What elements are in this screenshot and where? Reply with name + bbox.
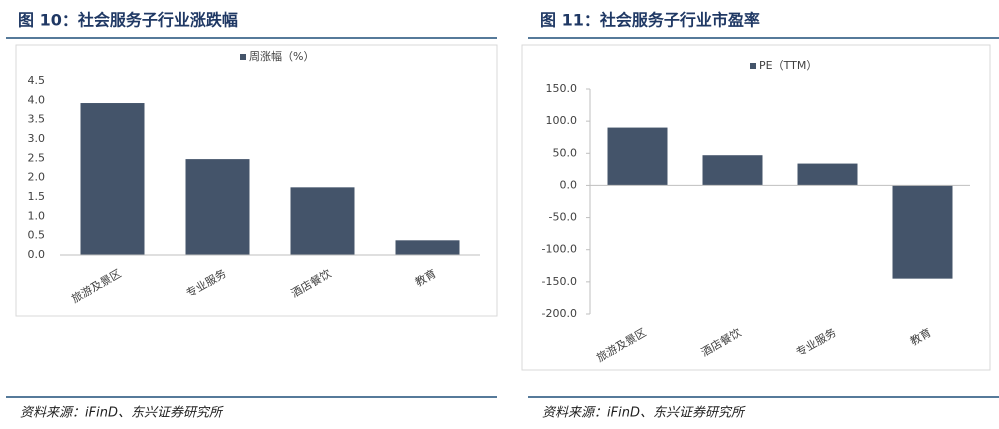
y-tick-label: -50.0 [549,211,577,224]
y-tick-label: 0.0 [28,248,46,261]
y-tick-label: 2.0 [28,171,46,184]
y-tick-label: 3.0 [28,132,46,145]
y-tick-label: -100.0 [542,243,577,256]
legend-swatch [750,63,756,69]
y-tick-label: -200.0 [542,307,577,320]
bar [892,185,953,279]
legend-label: PE（TTM） [759,59,817,72]
x-tick-label: 旅游及景区 [69,266,124,306]
bar [797,163,858,186]
y-tick-label: 3.5 [28,113,46,126]
bar [607,127,668,186]
bar [290,187,355,255]
x-tick-label: 专业服务 [183,266,228,300]
y-tick-label: 4.0 [28,93,46,106]
x-tick-label: 教育 [412,266,438,289]
bar [395,240,460,255]
x-tick-label: 酒店餐饮 [698,325,743,359]
y-tick-label: 0.5 [28,229,46,242]
x-tick-label: 教育 [907,325,933,348]
chart-frame [15,44,498,317]
chart-title: 图 11：社会服务子行业市盈率 [540,11,760,30]
y-tick-label: 100.0 [546,114,578,127]
y-tick-label: 1.0 [28,209,46,222]
x-tick-label: 旅游及景区 [594,325,649,365]
bar [185,159,250,255]
y-tick-label: 4.5 [28,74,46,87]
y-tick-label: 0.0 [560,178,578,191]
chart-title: 图 10：社会服务子行业涨跌幅 [18,11,238,30]
y-tick-label: -150.0 [542,275,577,288]
source-note: 资料来源：iFinD、东兴证券研究所 [542,405,746,421]
y-tick-label: 1.5 [28,190,46,203]
legend-label: 周涨幅（%） [249,50,314,63]
source-note: 资料来源：iFinD、东兴证券研究所 [20,405,224,421]
chart-frame [521,44,991,371]
x-tick-label: 酒店餐饮 [288,266,333,300]
y-tick-label: 150.0 [546,82,578,95]
legend-swatch [240,54,246,60]
y-tick-label: 50.0 [553,146,578,159]
bar [702,155,763,186]
x-tick-label: 专业服务 [793,325,838,359]
bar [80,103,145,255]
y-tick-label: 2.5 [28,151,46,164]
